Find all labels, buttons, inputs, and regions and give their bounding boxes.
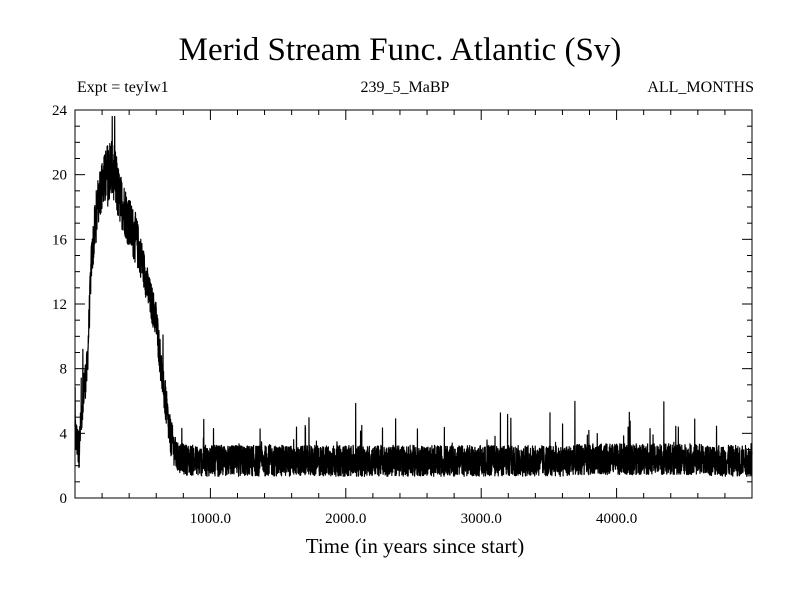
series-line bbox=[74, 115, 753, 477]
ticks-layer: 0 4 8 12 16 20 24 1000.0 2000.0 3000.0 4000.0 bbox=[52, 103, 752, 527]
series-layer bbox=[74, 115, 753, 477]
y-tick-label: 20 bbox=[52, 168, 67, 184]
x-tick-label: 3000.0 bbox=[461, 511, 502, 527]
y-tick-label: 8 bbox=[60, 362, 68, 378]
y-tick-label: 16 bbox=[52, 232, 68, 248]
y-tick-label: 4 bbox=[60, 426, 68, 442]
plot-frame bbox=[74, 109, 753, 499]
y-tick-label: 24 bbox=[52, 103, 68, 119]
x-axis-label: Time (in years since start) bbox=[305, 534, 525, 558]
y-tick-label: 0 bbox=[60, 491, 68, 507]
x-tick-label: 2000.0 bbox=[325, 511, 366, 527]
experiment-label: Expt = teyIw1 bbox=[77, 79, 169, 96]
chart-title: Merid Stream Func. Atlantic (Sv) bbox=[178, 32, 622, 68]
months-label: ALL_MONTHS bbox=[647, 79, 754, 96]
period-label: 239_5_MaBP bbox=[360, 79, 450, 96]
y-tick-label: 12 bbox=[52, 297, 67, 313]
x-tick-label: 4000.0 bbox=[596, 511, 637, 527]
x-tick-label: 1000.0 bbox=[190, 511, 231, 527]
